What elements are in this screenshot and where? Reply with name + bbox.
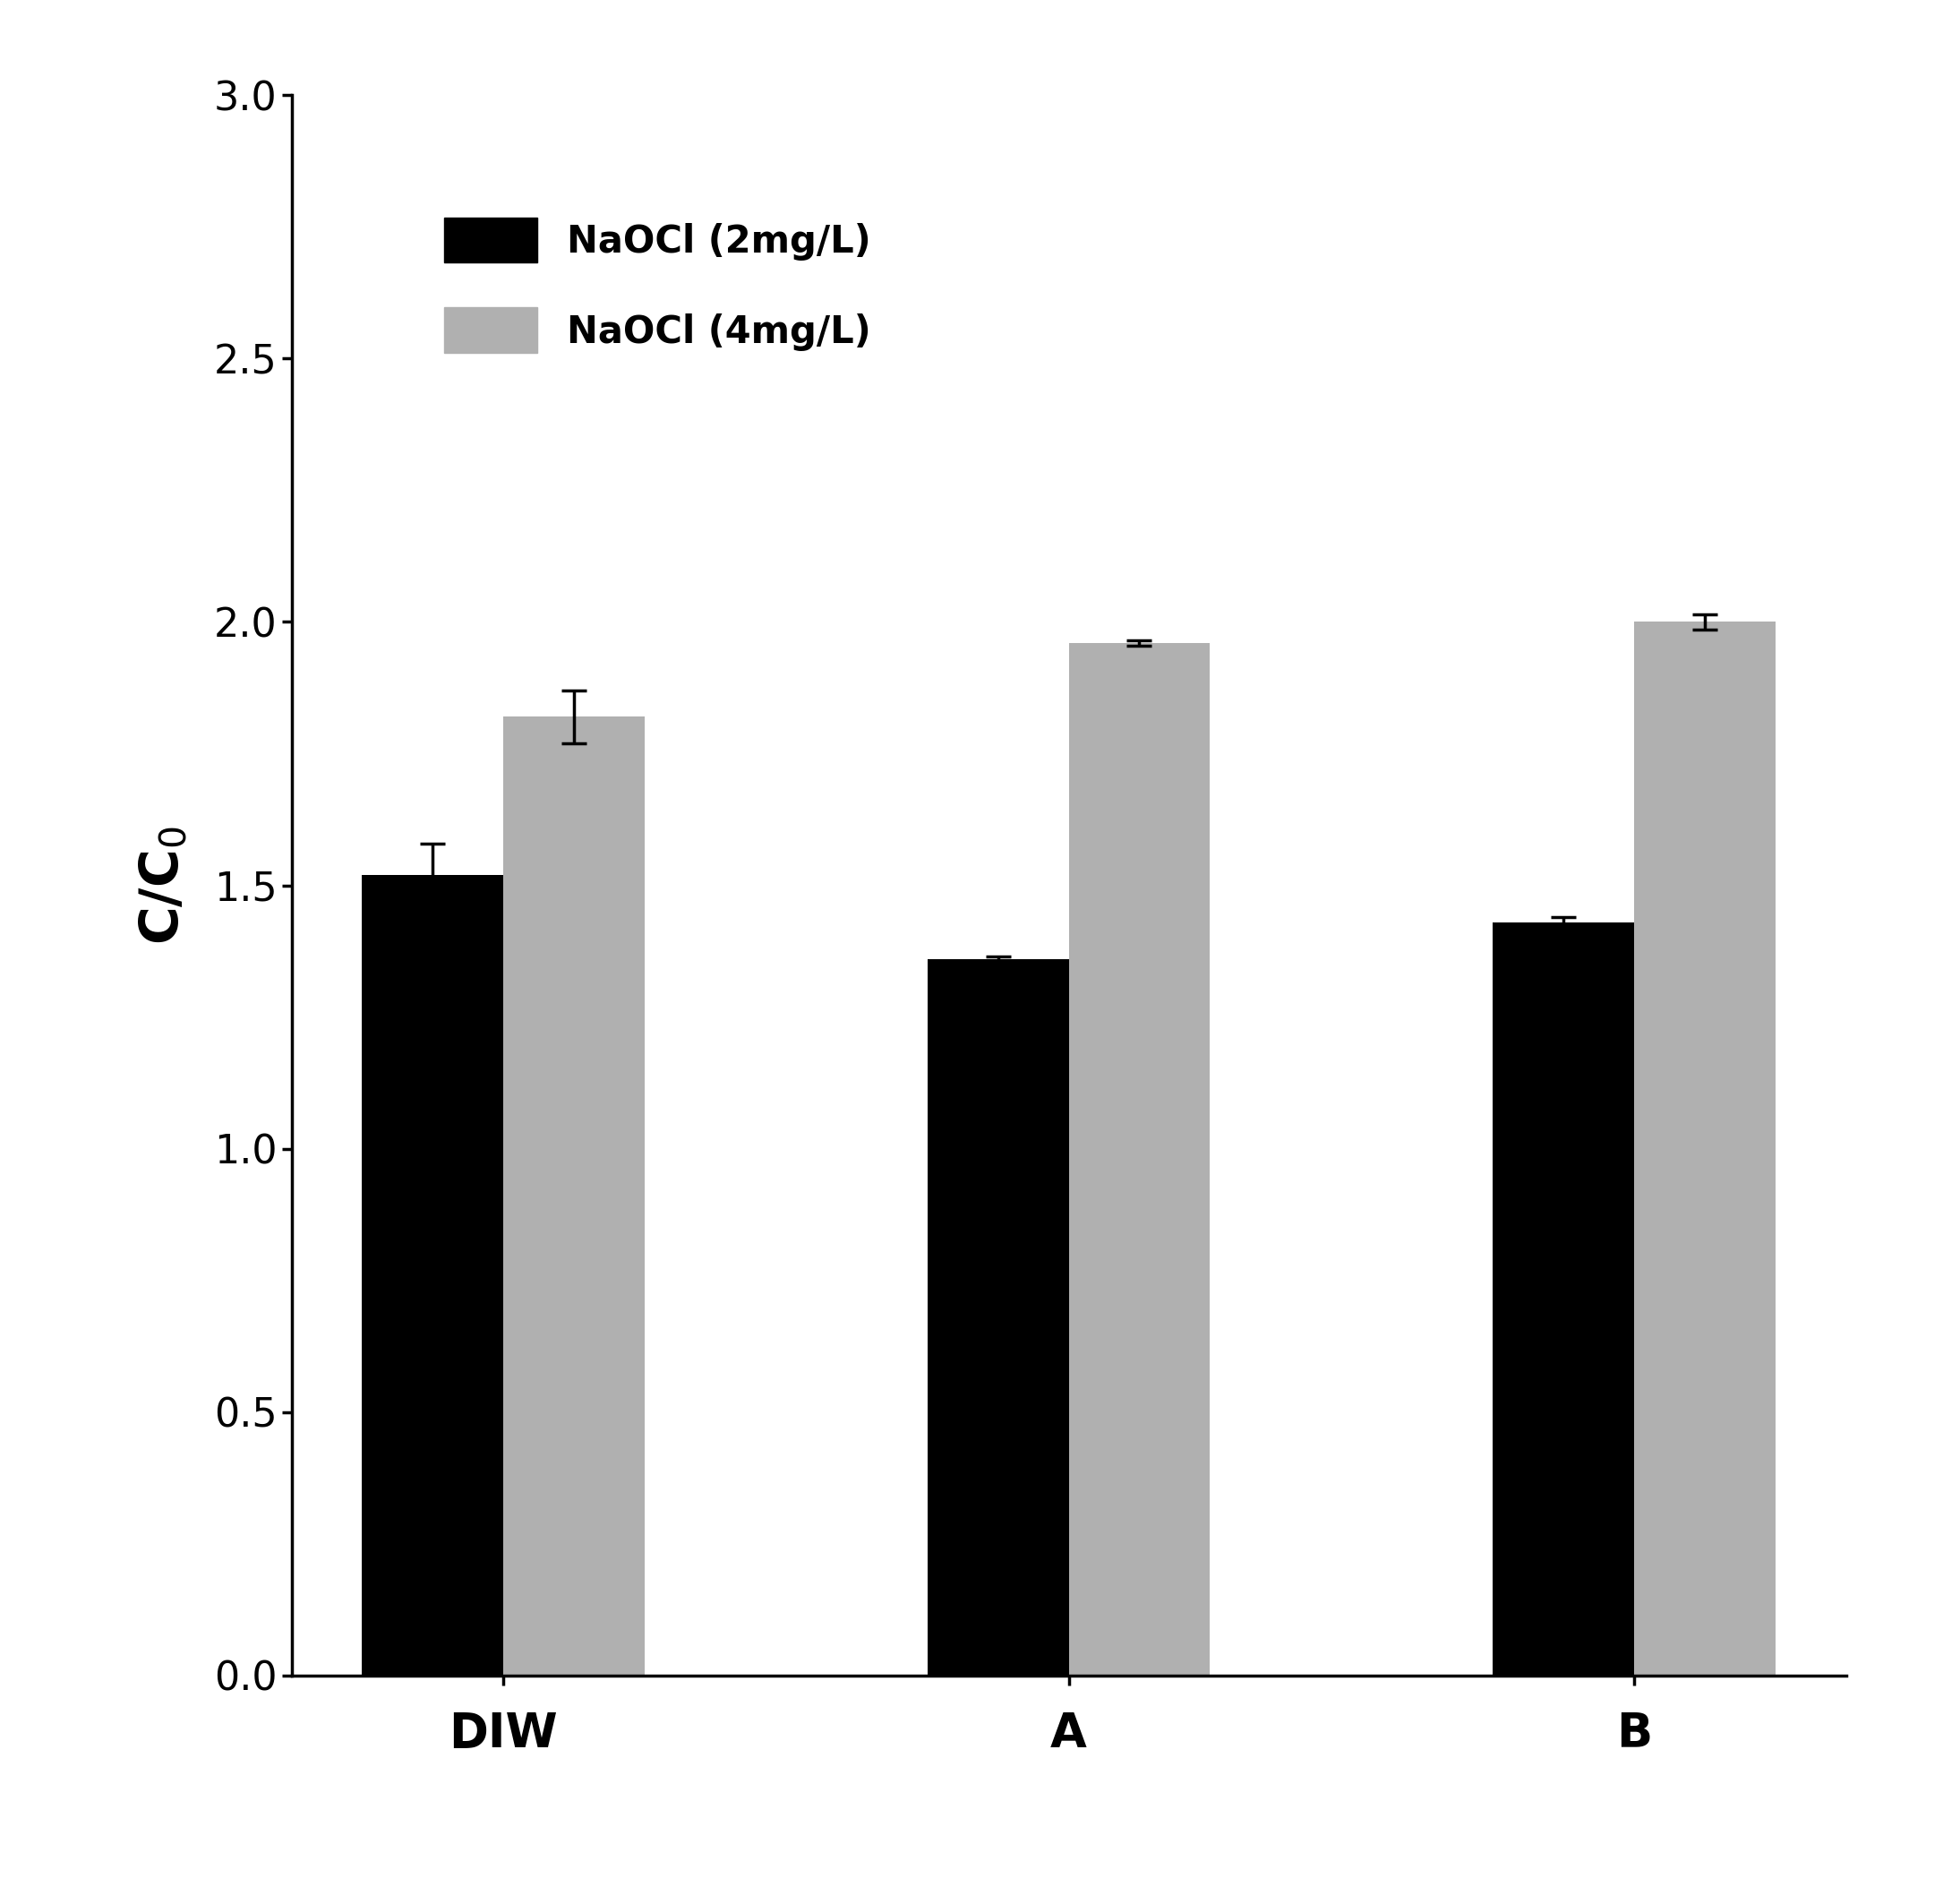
Bar (1492, 922, 1634, 1676)
Y-axis label: C/C$_0$: C/C$_0$ (138, 826, 188, 944)
Bar (503, 716, 645, 1676)
Legend: NaOCl (2mg/L), NaOCl (4mg/L): NaOCl (2mg/L), NaOCl (4mg/L) (389, 162, 927, 409)
Bar (1069, 644, 1210, 1676)
Bar (927, 960, 1069, 1676)
Bar (361, 874, 503, 1676)
Bar (1634, 623, 1776, 1676)
